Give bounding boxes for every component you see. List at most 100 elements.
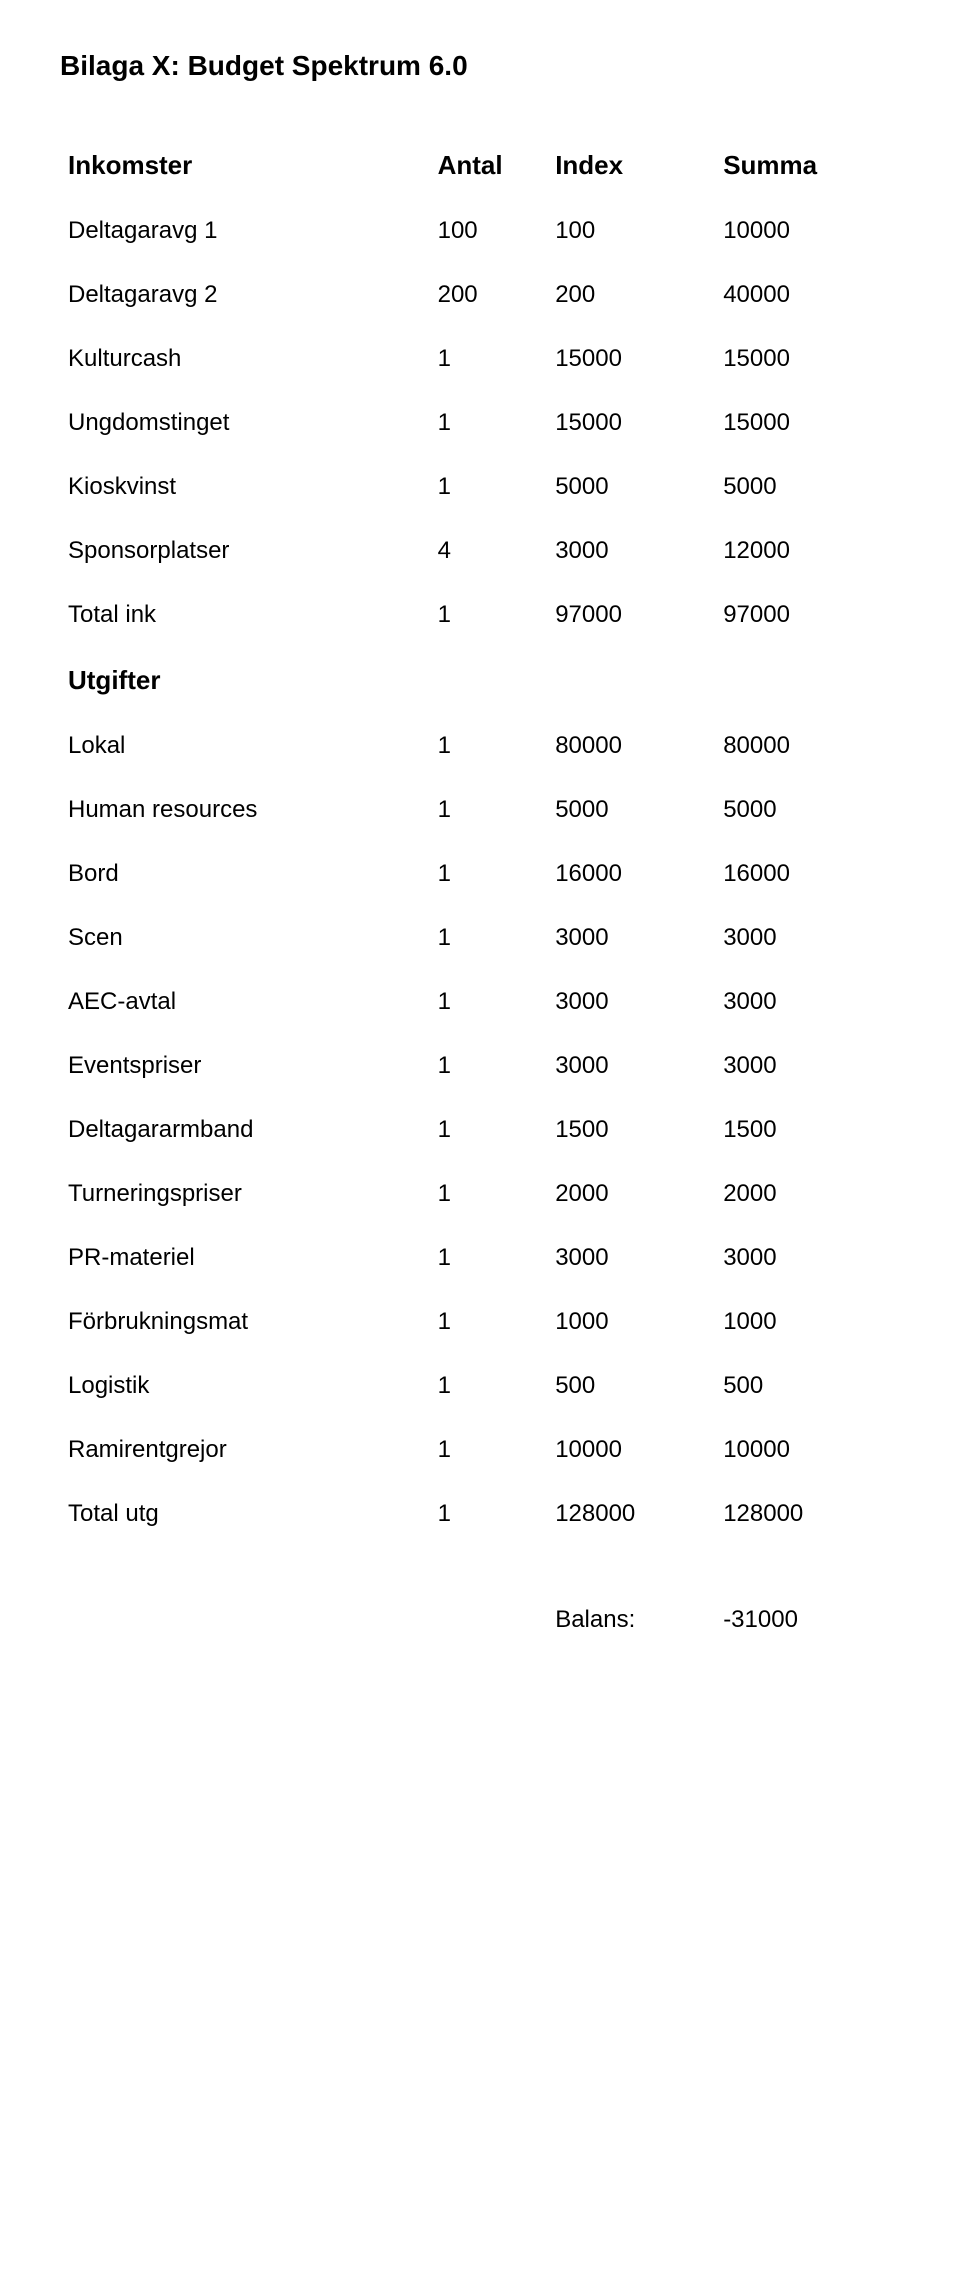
row-index: 97000 bbox=[547, 583, 715, 647]
row-summa: 3000 bbox=[715, 1226, 900, 1290]
row-index: 5000 bbox=[547, 778, 715, 842]
row-index: 128000 bbox=[547, 1482, 715, 1546]
row-index: 500 bbox=[547, 1354, 715, 1418]
row-antal: 1 bbox=[430, 1418, 548, 1482]
row-index: 15000 bbox=[547, 327, 715, 391]
budget-table: Inkomster Antal Index Summa Deltagaravg … bbox=[60, 132, 900, 1652]
row-index: 3000 bbox=[547, 906, 715, 970]
row-label: Ramirentgrejor bbox=[60, 1418, 430, 1482]
row-antal: 1 bbox=[430, 1482, 548, 1546]
row-summa: 500 bbox=[715, 1354, 900, 1418]
row-antal: 1 bbox=[430, 391, 548, 455]
row-summa: 15000 bbox=[715, 327, 900, 391]
row-index: 16000 bbox=[547, 842, 715, 906]
table-row: Ramirentgrejor 1 10000 10000 bbox=[60, 1418, 900, 1482]
row-antal: 100 bbox=[430, 199, 548, 263]
row-index: 200 bbox=[547, 263, 715, 327]
row-label: Förbrukningsmat bbox=[60, 1290, 430, 1354]
empty-cell bbox=[430, 647, 548, 714]
table-row: Logistik 1 500 500 bbox=[60, 1354, 900, 1418]
row-label: Eventspriser bbox=[60, 1034, 430, 1098]
row-summa: 80000 bbox=[715, 714, 900, 778]
table-row: Total utg 1 128000 128000 bbox=[60, 1482, 900, 1546]
row-index: 10000 bbox=[547, 1418, 715, 1482]
table-row: Kioskvinst 1 5000 5000 bbox=[60, 455, 900, 519]
table-row: Förbrukningsmat 1 1000 1000 bbox=[60, 1290, 900, 1354]
table-row: Human resources 1 5000 5000 bbox=[60, 778, 900, 842]
row-index: 1000 bbox=[547, 1290, 715, 1354]
balance-row: Balans: -31000 bbox=[60, 1546, 900, 1652]
row-antal: 1 bbox=[430, 842, 548, 906]
section-inkomster: Inkomster bbox=[60, 132, 430, 199]
row-summa: 2000 bbox=[715, 1162, 900, 1226]
table-row: Lokal 1 80000 80000 bbox=[60, 714, 900, 778]
row-summa: 97000 bbox=[715, 583, 900, 647]
header-row: Inkomster Antal Index Summa bbox=[60, 132, 900, 199]
row-summa: 128000 bbox=[715, 1482, 900, 1546]
empty-cell bbox=[60, 1546, 430, 1652]
table-row: Sponsorplatser 4 3000 12000 bbox=[60, 519, 900, 583]
table-row: Bord 1 16000 16000 bbox=[60, 842, 900, 906]
row-summa: 5000 bbox=[715, 778, 900, 842]
row-index: 100 bbox=[547, 199, 715, 263]
empty-cell bbox=[430, 1546, 548, 1652]
table-row: Deltagaravg 2 200 200 40000 bbox=[60, 263, 900, 327]
row-index: 15000 bbox=[547, 391, 715, 455]
row-antal: 1 bbox=[430, 1098, 548, 1162]
row-summa: 15000 bbox=[715, 391, 900, 455]
empty-cell bbox=[547, 647, 715, 714]
row-label: Turneringspriser bbox=[60, 1162, 430, 1226]
table-row: Scen 1 3000 3000 bbox=[60, 906, 900, 970]
header-antal: Antal bbox=[430, 132, 548, 199]
table-row: Total ink 1 97000 97000 bbox=[60, 583, 900, 647]
section-row: Utgifter bbox=[60, 647, 900, 714]
table-row: Turneringspriser 1 2000 2000 bbox=[60, 1162, 900, 1226]
row-label: Ungdomstinget bbox=[60, 391, 430, 455]
row-label: Deltagararmband bbox=[60, 1098, 430, 1162]
row-index: 3000 bbox=[547, 519, 715, 583]
table-row: Kulturcash 1 15000 15000 bbox=[60, 327, 900, 391]
row-index: 1500 bbox=[547, 1098, 715, 1162]
balance-value: -31000 bbox=[715, 1546, 900, 1652]
row-summa: 40000 bbox=[715, 263, 900, 327]
table-row: Deltagaravg 1 100 100 10000 bbox=[60, 199, 900, 263]
page-title: Bilaga X: Budget Spektrum 6.0 bbox=[60, 50, 900, 82]
empty-cell bbox=[715, 647, 900, 714]
row-antal: 4 bbox=[430, 519, 548, 583]
row-label: Sponsorplatser bbox=[60, 519, 430, 583]
row-label: Logistik bbox=[60, 1354, 430, 1418]
row-index: 80000 bbox=[547, 714, 715, 778]
row-summa: 3000 bbox=[715, 1034, 900, 1098]
row-antal: 1 bbox=[430, 714, 548, 778]
row-summa: 10000 bbox=[715, 1418, 900, 1482]
row-label: Kulturcash bbox=[60, 327, 430, 391]
section-utgifter: Utgifter bbox=[60, 647, 430, 714]
row-antal: 1 bbox=[430, 327, 548, 391]
row-antal: 1 bbox=[430, 1034, 548, 1098]
row-label: Bord bbox=[60, 842, 430, 906]
row-index: 3000 bbox=[547, 1226, 715, 1290]
row-index: 5000 bbox=[547, 455, 715, 519]
row-summa: 3000 bbox=[715, 970, 900, 1034]
row-summa: 12000 bbox=[715, 519, 900, 583]
table-body: Inkomster Antal Index Summa Deltagaravg … bbox=[60, 132, 900, 1652]
row-label: Total utg bbox=[60, 1482, 430, 1546]
row-index: 2000 bbox=[547, 1162, 715, 1226]
row-index: 3000 bbox=[547, 970, 715, 1034]
row-summa: 5000 bbox=[715, 455, 900, 519]
row-antal: 200 bbox=[430, 263, 548, 327]
row-label: Kioskvinst bbox=[60, 455, 430, 519]
row-index: 3000 bbox=[547, 1034, 715, 1098]
table-row: Eventspriser 1 3000 3000 bbox=[60, 1034, 900, 1098]
row-antal: 1 bbox=[430, 455, 548, 519]
balance-label: Balans: bbox=[547, 1546, 715, 1652]
row-antal: 1 bbox=[430, 970, 548, 1034]
header-summa: Summa bbox=[715, 132, 900, 199]
row-label: Lokal bbox=[60, 714, 430, 778]
table-row: PR-materiel 1 3000 3000 bbox=[60, 1226, 900, 1290]
row-label: Scen bbox=[60, 906, 430, 970]
row-label: Deltagaravg 2 bbox=[60, 263, 430, 327]
row-antal: 1 bbox=[430, 906, 548, 970]
row-summa: 16000 bbox=[715, 842, 900, 906]
row-summa: 3000 bbox=[715, 906, 900, 970]
